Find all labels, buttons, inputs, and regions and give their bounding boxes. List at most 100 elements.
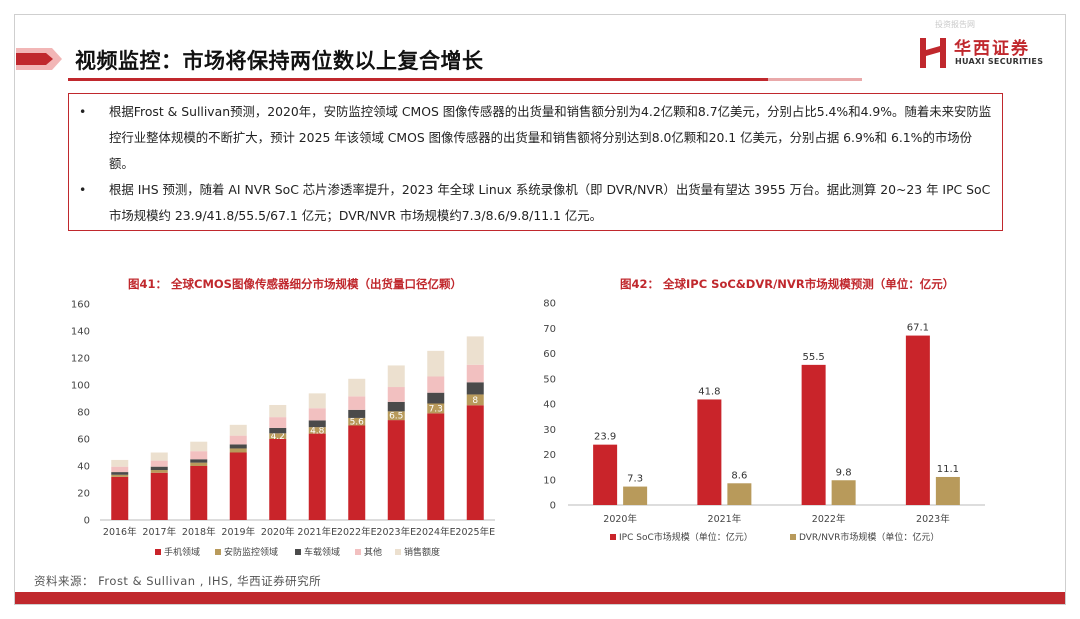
bar-segment [308,433,326,520]
x-tick-label: 2021年E [297,526,337,538]
data-label: 9.8 [836,467,852,478]
x-tick-label: 2020年 [603,513,637,525]
legend-swatch [790,534,796,540]
slide-frame [14,14,1066,605]
bullet-item: • 根据 IHS 预测，随着 AI NVR SoC 芯片渗透率提升，2023 年… [79,177,992,229]
bar-segment [229,444,247,449]
y-tick-label: 20 [543,450,556,461]
bar-segment [387,401,405,412]
y-tick-label: 80 [543,299,556,310]
bar-segment [427,403,445,414]
bar-segment [111,472,129,475]
y-tick-label: 60 [543,349,556,360]
bar-segment [190,459,208,463]
bar-segment [387,387,405,402]
bar [935,476,960,505]
legend-label: 手机领域 [164,546,200,558]
bar-segment [308,420,326,428]
bar-segment [387,420,405,520]
bar-segment [229,448,247,453]
logo-text-en: HUAXI SECURITIES [955,57,1044,66]
source-note: 资料来源： Frost & Sullivan , IHS, 华西证券研究所 [34,574,322,588]
x-tick-label: 2022年 [812,513,846,525]
bar-segment [466,364,484,383]
bullet-text: 根据 IHS 预测，随着 AI NVR SoC 芯片渗透率提升，2023 年全球… [109,182,991,223]
legend-label: DVR/NVR市场规模（单位：亿元） [799,531,939,543]
chart2-ipc-dvr-market: 0 10 20 30 40 50 60 70 80 23.9 7.3 2020年 41.8 8.6 2021… [543,299,985,543]
bar [831,480,856,505]
y-tick-label: 0 [550,501,556,512]
bar-segment [150,470,168,473]
legend-swatch [215,549,221,555]
data-label: 7.3 [627,474,643,485]
bar-segment [111,466,129,473]
bar [593,444,618,505]
bar-segment [427,413,445,520]
brand-logo: 华西证券 HUAXI SECURITIES [918,34,1058,74]
legend-swatch [155,549,161,555]
y-tick-label: 40 [77,462,90,473]
bar-segment [466,382,484,395]
bar-segment [348,396,366,410]
x-tick-label: 2018年 [182,526,216,538]
data-label: 4.2 [271,432,285,442]
y-tick-label: 120 [71,354,90,365]
bar-segment [190,466,208,520]
y-tick-label: 140 [71,327,90,338]
data-label: 6.5 [389,412,403,422]
bar [905,335,930,505]
bar-segment [348,417,366,426]
bar-segment [150,460,168,467]
bar-segment [269,439,287,520]
y-tick-label: 40 [543,400,556,411]
bar-segment [466,394,484,406]
legend-label: 销售额度 [404,546,440,558]
data-label: 5.6 [350,418,365,428]
legend-label: 安防监控领域 [224,546,278,558]
legend-swatch [295,549,301,555]
bar-segment [348,409,366,418]
y-tick-label: 0 [84,516,90,527]
y-tick-label: 20 [77,489,90,500]
bar-segment [308,393,326,409]
legend-label: 车载领域 [304,546,340,558]
summary-box: • 根据Frost & Sullivan预测，2020年，安防监控领域 CMOS… [68,93,1003,231]
chart1-title: 图41： 全球CMOS图像传感器细分市场规模（出货量口径亿颗） [128,277,462,291]
data-label: 67.1 [907,323,929,334]
title-underline [68,78,768,81]
page-title: 视频监控：市场将保持两位数以上复合增长 [75,49,484,73]
x-tick-label: 2016年 [103,526,137,538]
bar-segment [427,392,445,404]
bullet-text: 根据Frost & Sullivan预测，2020年，安防监控领域 CMOS 图… [109,104,992,171]
y-tick-label: 100 [71,381,90,392]
chart2-title: 图42： 全球IPC SoC&DVR/NVR市场规模预测（单位：亿元） [620,277,955,291]
bar-segment [190,451,208,460]
bar-segment [269,404,287,418]
title-underline-accent [768,78,862,81]
bar-segment [150,452,168,461]
logo-mark-icon [920,38,946,68]
bar [697,399,722,505]
data-label: 23.9 [594,432,616,443]
header-arrow-icon [16,48,62,70]
footer-bar [15,592,1065,604]
bar-segment [111,476,129,520]
x-tick-label: 2023年E [376,526,416,538]
bar-segment [387,411,405,421]
bar-segment [387,365,405,388]
y-tick-label: 10 [543,475,556,486]
y-tick-label: 80 [77,408,90,419]
bar-segment [229,435,247,445]
bar-segment [269,427,287,434]
bar-segment [111,474,129,477]
x-tick-label: 2020年 [261,526,295,538]
legend-swatch [355,549,361,555]
x-tick-label: 2019年 [221,526,255,538]
bar-segment [427,376,445,393]
bar-segment [229,424,247,436]
x-tick-label: 2023年 [916,513,950,525]
y-tick-label: 160 [71,300,90,311]
bar-segment [348,378,366,397]
legend-swatch [610,534,616,540]
bar-segment [348,425,366,520]
